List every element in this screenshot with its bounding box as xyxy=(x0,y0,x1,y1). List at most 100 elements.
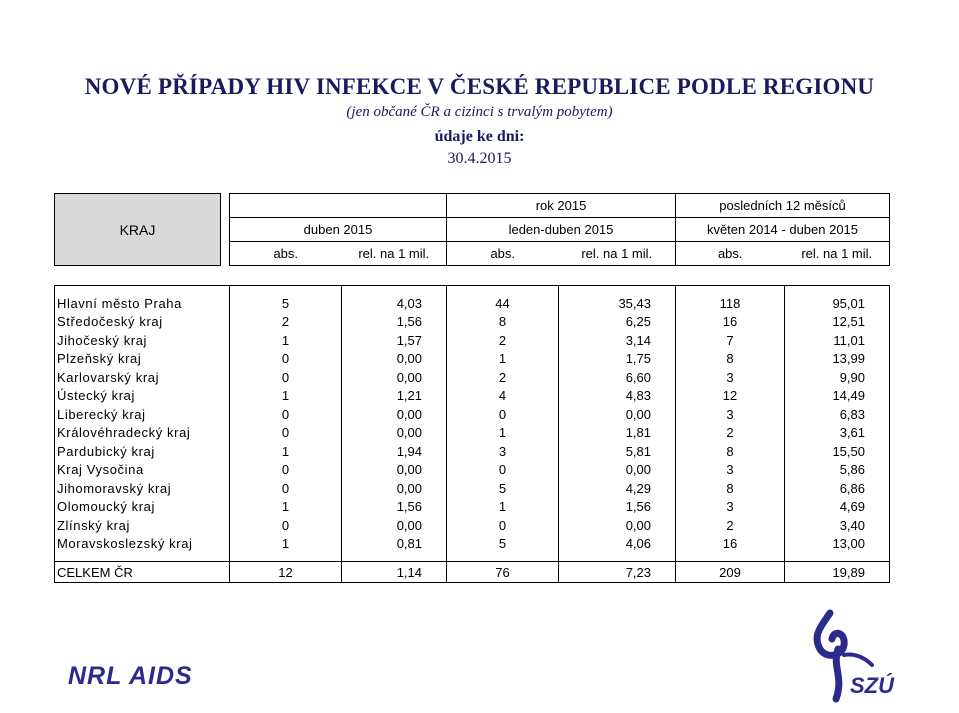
table-cell: 9,90 xyxy=(784,368,890,387)
period-header-month: duben 2015 xyxy=(229,217,447,242)
table-row: Jihomoravský kraj 0 0,00 5 4,29 8 6,86 xyxy=(54,479,890,498)
table-cell: 4,03 xyxy=(341,294,447,313)
table-cell: 0,00 xyxy=(558,405,676,424)
table-cell: 0,81 xyxy=(341,534,447,553)
table-cell: 0,00 xyxy=(341,423,447,442)
table-cell: 4,29 xyxy=(558,479,676,498)
region-name: Liberecký kraj xyxy=(54,405,230,424)
page-title: NOVÉ PŘÍPADY HIV INFEKCE V ČESKÉ REPUBLI… xyxy=(84,74,875,99)
table-cell: 209 xyxy=(675,561,785,583)
table-cell: 5 xyxy=(229,294,342,313)
table-cell: 8 xyxy=(675,349,785,368)
table-cell: 0,00 xyxy=(558,516,676,535)
table-cell: 1,56 xyxy=(558,497,676,516)
period-header-12m: květen 2014 - duben 2015 xyxy=(675,217,890,242)
table-cell: 4,69 xyxy=(784,497,890,516)
table-cell: 0,00 xyxy=(341,368,447,387)
region-name: Středočeský kraj xyxy=(54,312,230,331)
table-row: Jihočeský kraj 1 1,57 2 3,14 7 11,01 xyxy=(54,331,890,350)
table-cell: 1 xyxy=(229,497,342,516)
table-cell: 76 xyxy=(446,561,559,583)
table-cell: 44 xyxy=(446,294,559,313)
table-row: Hlavní město Praha 5 4,03 44 35,43 118 95,01 xyxy=(54,294,890,313)
table-cell: 0,00 xyxy=(341,460,447,479)
table-cell: 2 xyxy=(675,516,785,535)
table-cell: 1,75 xyxy=(558,349,676,368)
table-cell: 3,14 xyxy=(558,331,676,350)
sub-header: abs. xyxy=(446,241,559,266)
table-cell: 0 xyxy=(446,460,559,479)
table-cell: 1 xyxy=(229,331,342,350)
table-cell: 1 xyxy=(446,349,559,368)
table-cell: 5,86 xyxy=(784,460,890,479)
sub-header: rel. na 1 mil. xyxy=(784,241,890,266)
region-name: Zlínský kraj xyxy=(54,516,230,535)
table-cell: 3 xyxy=(446,442,559,461)
szu-logo: SZÚ xyxy=(813,609,895,703)
region-name: Ústecký kraj xyxy=(54,386,230,405)
sub-header: abs. xyxy=(675,241,785,266)
table-cell: 1,81 xyxy=(558,423,676,442)
table-cell: 1 xyxy=(229,442,342,461)
data-table: Hlavní město Praha 5 4,03 44 35,43 118 95,01 St… xyxy=(54,285,890,562)
table-cell: 1,57 xyxy=(341,331,447,350)
page-subtitle: (jen občané ČR a cizinci s trvalým pobyt… xyxy=(346,104,613,120)
table-cell: 3,40 xyxy=(784,516,890,535)
table-cell: 4 xyxy=(446,386,559,405)
table-cell: 0 xyxy=(229,349,342,368)
table-row: Ústecký kraj 1 1,21 4 4,83 12 14,49 xyxy=(54,386,890,405)
table-cell: 5 xyxy=(446,479,559,498)
table-cell: 6,83 xyxy=(784,405,890,424)
table-row: Olomoucký kraj 1 1,56 1 1,56 3 4,69 xyxy=(54,497,890,516)
table-cell: 0 xyxy=(229,368,342,387)
region-name: Jihomoravský kraj xyxy=(54,479,230,498)
table-cell: 8 xyxy=(446,312,559,331)
table-cell: 1 xyxy=(229,534,342,553)
table-cell: 2 xyxy=(446,368,559,387)
table-cell: 0,00 xyxy=(558,460,676,479)
table-cell: 1,21 xyxy=(341,386,447,405)
table-cell: 0 xyxy=(229,423,342,442)
region-name: Kraj Vysočina xyxy=(54,460,230,479)
table-cell: 14,49 xyxy=(784,386,890,405)
table-cell: 0 xyxy=(229,479,342,498)
table-cell: 19,89 xyxy=(784,561,890,583)
table-cell: 2 xyxy=(229,312,342,331)
table-cell: 3 xyxy=(675,405,785,424)
table-cell: 13,99 xyxy=(784,349,890,368)
table-cell: 0 xyxy=(446,405,559,424)
table-cell: 0 xyxy=(229,405,342,424)
date-label: údaje ke dni: xyxy=(434,128,525,145)
table-cell: 0,00 xyxy=(341,349,447,368)
table-cell: 3 xyxy=(675,368,785,387)
table-cell: 0 xyxy=(229,460,342,479)
table-cell: 7 xyxy=(675,331,785,350)
table-cell: 35,43 xyxy=(558,294,676,313)
region-name: Karlovarský kraj xyxy=(54,368,230,387)
period-header-ytd: leden-duben 2015 xyxy=(446,217,676,242)
table-cell: 2 xyxy=(446,331,559,350)
table-cell: 1,94 xyxy=(341,442,447,461)
total-row: CELKEM ČR 12 1,14 76 7,23 209 19,89 xyxy=(54,561,890,583)
table-cell: 0,00 xyxy=(341,479,447,498)
table-cell: 0 xyxy=(446,516,559,535)
region-name: Hlavní město Praha xyxy=(54,294,230,313)
table-cell: 7,23 xyxy=(558,561,676,583)
table-cell: 8 xyxy=(675,479,785,498)
region-name: Jihočeský kraj xyxy=(54,331,230,350)
region-name: Plzeňský kraj xyxy=(54,349,230,368)
sub-header: abs. xyxy=(229,241,342,266)
table-cell: 3,61 xyxy=(784,423,890,442)
table-row: Karlovarský kraj 0 0,00 2 6,60 3 9,90 xyxy=(54,368,890,387)
region-name: Moravskoslezský kraj xyxy=(54,534,230,553)
table-cell: 1 xyxy=(446,497,559,516)
region-name: Královéhradecký kraj xyxy=(54,423,230,442)
table-cell: 118 xyxy=(675,294,785,313)
table-cell: 3 xyxy=(675,497,785,516)
table-cell: 5,81 xyxy=(558,442,676,461)
table-row: Liberecký kraj 0 0,00 0 0,00 3 6,83 xyxy=(54,405,890,424)
table-cell: 2 xyxy=(675,423,785,442)
table-cell: 16 xyxy=(675,312,785,331)
table-cell: 1 xyxy=(446,423,559,442)
table-row: Pardubický kraj 1 1,94 3 5,81 8 15,50 xyxy=(54,442,890,461)
